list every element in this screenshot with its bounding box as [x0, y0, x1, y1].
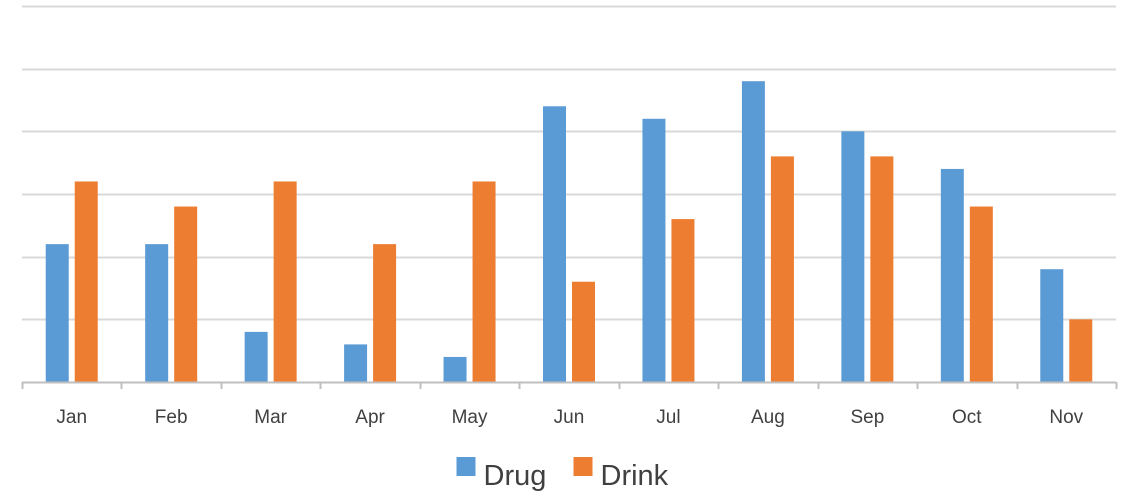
- bar-drink-oct: [969, 206, 993, 382]
- bar-drug-sep: [841, 131, 865, 382]
- bar-drink-jun: [572, 281, 595, 382]
- bar-drug-oct: [940, 168, 964, 382]
- x-tick-label-apr: Apr: [355, 407, 385, 428]
- x-tick-label-jun: Jun: [554, 407, 585, 428]
- x-tick-label-feb: Feb: [155, 407, 188, 428]
- gridlines: [22, 5, 1116, 321]
- bar-drink-apr: [373, 244, 397, 382]
- legend-item-drug: Drug: [456, 457, 547, 492]
- bar-drug-may: [443, 356, 467, 382]
- legend-item-drink: Drink: [573, 457, 669, 492]
- x-tick-label-nov: Nov: [1049, 407, 1083, 428]
- x-tick-label-sep: Sep: [850, 407, 884, 428]
- bar-drug-jan: [45, 244, 69, 382]
- bar-drug-aug: [741, 81, 765, 382]
- legend-label-drug: Drug: [484, 460, 547, 492]
- x-tick-label-jan: Jan: [56, 407, 87, 428]
- bar-drink-sep: [870, 156, 894, 382]
- bar-drug-jun: [543, 106, 566, 383]
- bar-drink-jan: [74, 181, 98, 382]
- bar-drink-mar: [273, 181, 297, 382]
- legend-swatch-drink: [573, 457, 593, 476]
- x-tick-label-jul: Jul: [656, 407, 680, 428]
- x-axis: [21, 381, 1118, 389]
- bar-drug-apr: [344, 344, 368, 382]
- bar-drug-jul: [642, 118, 666, 383]
- x-tick-labels: Jan Feb Mar Apr May Jun Jul Aug Sep Oct Nov: [56, 407, 1083, 428]
- bar-drink-may: [472, 181, 496, 382]
- bars: [45, 81, 1093, 383]
- bar-drug-nov: [1040, 269, 1064, 382]
- bar-drink-nov: [1069, 319, 1093, 382]
- bar-drug-mar: [244, 331, 268, 382]
- legend-label-drink: Drink: [601, 460, 669, 492]
- x-tick-label-oct: Oct: [952, 407, 982, 428]
- legend: Drug Drink: [456, 457, 669, 492]
- bar-drink-jul: [671, 219, 695, 382]
- bar-drink-feb: [174, 206, 198, 382]
- x-tick-label-aug: Aug: [751, 407, 785, 428]
- bar-drug-feb: [145, 244, 169, 382]
- x-tick-label-may: May: [452, 407, 488, 428]
- bar-drink-aug: [770, 156, 794, 382]
- legend-swatch-drug: [456, 457, 476, 476]
- x-tick-label-mar: Mar: [254, 407, 287, 428]
